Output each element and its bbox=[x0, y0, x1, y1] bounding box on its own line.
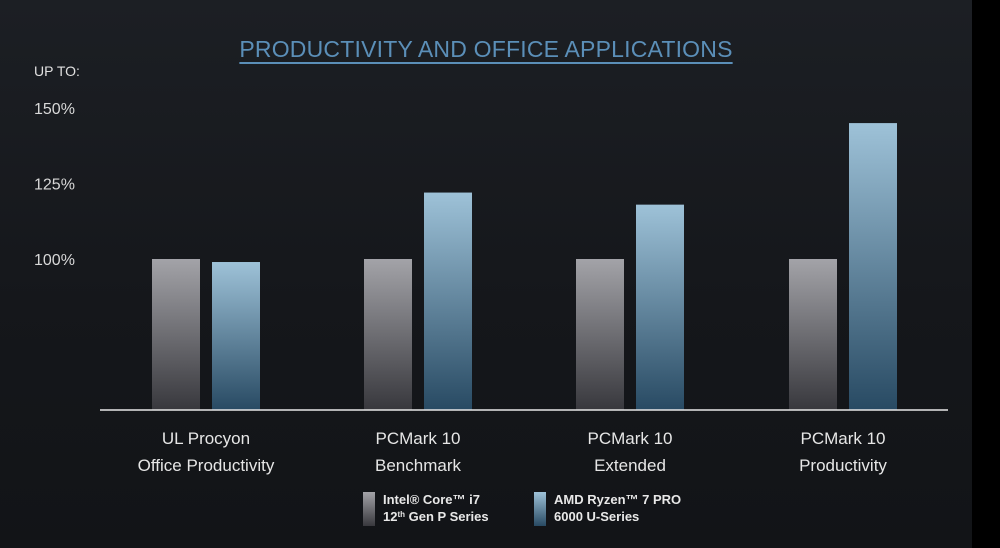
bar-series1-cat4 bbox=[789, 259, 837, 410]
bar-series1-cat1 bbox=[152, 259, 200, 410]
chart-title: PRODUCTIVITY AND OFFICE APPLICATIONS bbox=[239, 36, 733, 62]
x-axis-categories: UL Procyon Office Productivity PCMark 10 Be… bbox=[138, 429, 888, 475]
category-label: PCMark 10 Productivity bbox=[799, 429, 887, 475]
bar-series2-cat3 bbox=[636, 204, 684, 410]
bar-series1-cat3 bbox=[576, 259, 624, 410]
y-axis-ticks: 100% 125% 150% bbox=[34, 101, 75, 269]
slide: PRODUCTIVITY AND OFFICE APPLICATIONS UP … bbox=[0, 0, 972, 548]
y-tick-label: 125% bbox=[34, 177, 75, 194]
bar-series1-cat2 bbox=[364, 259, 412, 410]
bar-series2-cat1 bbox=[212, 262, 260, 410]
bar-series2-cat4 bbox=[849, 123, 897, 410]
legend: Intel® Core™ i7 12th Gen P Series AMD Ryze… bbox=[363, 492, 681, 526]
bar-series2-cat2 bbox=[424, 192, 472, 410]
y-axis-label: UP TO: bbox=[34, 63, 80, 79]
category-label: UL Procyon Office Productivity bbox=[138, 429, 275, 475]
legend-swatch bbox=[363, 492, 375, 526]
legend-label: AMD Ryzen™ 7 PRO 6000 U-Series bbox=[554, 492, 681, 524]
category-label: PCMark 10 Extended bbox=[587, 429, 672, 475]
legend-label: Intel® Core™ i7 12th Gen P Series bbox=[383, 492, 489, 524]
bars bbox=[152, 123, 897, 410]
y-tick-label: 100% bbox=[34, 252, 75, 269]
bar-chart: 100% 125% 150% UL Procyon Office Productivi… bbox=[34, 101, 948, 526]
category-label: PCMark 10 Benchmark bbox=[375, 429, 461, 475]
y-tick-label: 150% bbox=[34, 101, 75, 118]
legend-swatch bbox=[534, 492, 546, 526]
